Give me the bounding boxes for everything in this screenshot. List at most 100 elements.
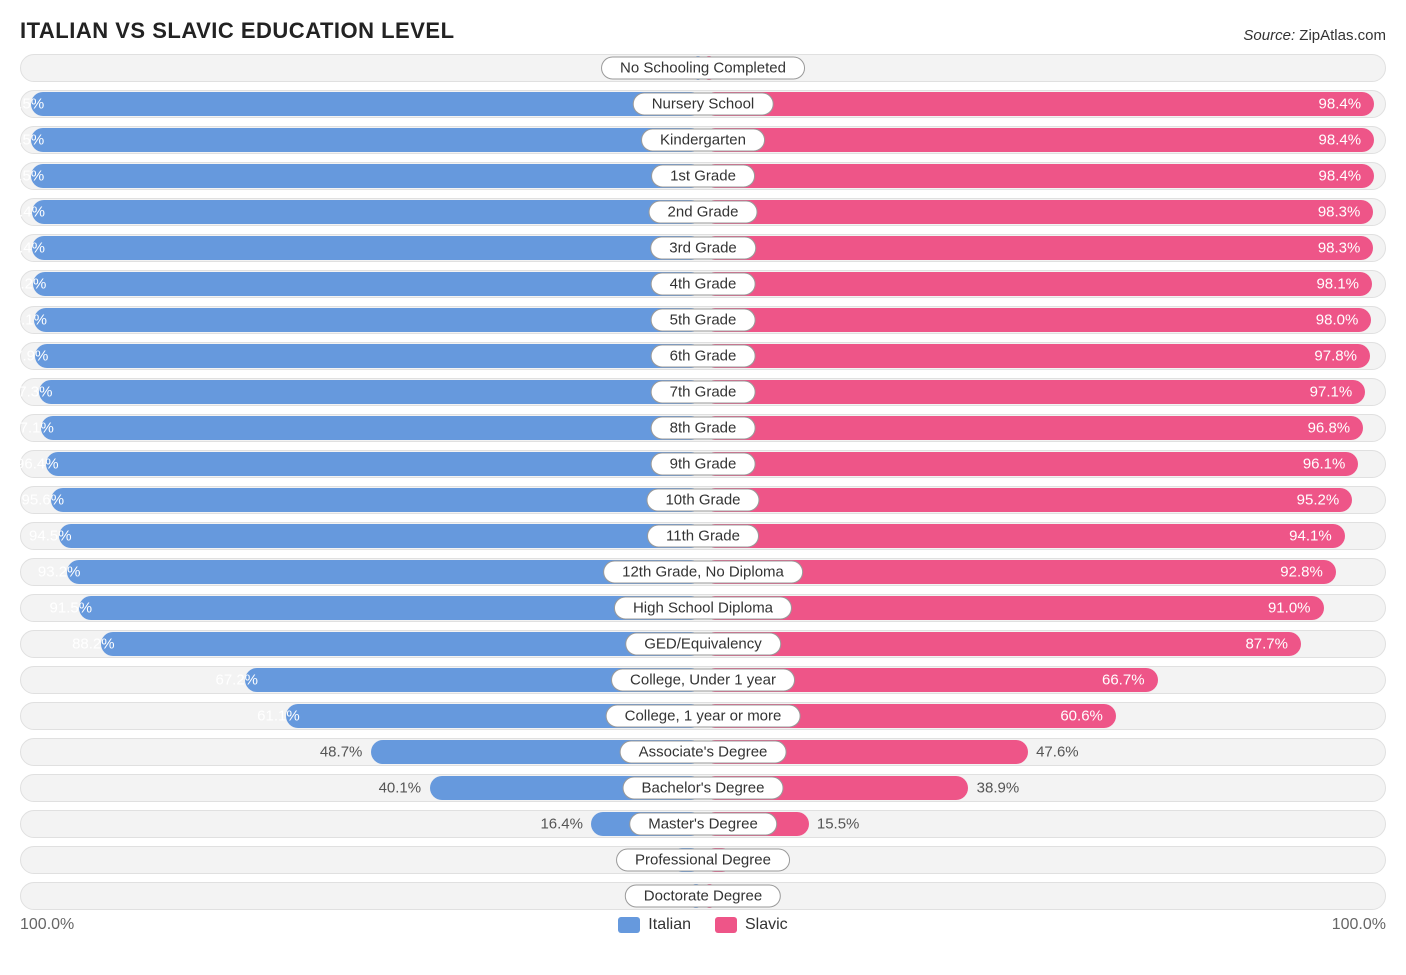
chart-row: 67.2%66.7%College, Under 1 year [20,666,1386,694]
category-label: 5th Grade [651,309,756,332]
bar-slavic [703,344,1370,368]
chart-row: 48.7%47.6%Associate's Degree [20,738,1386,766]
value-slavic: 47.6% [1036,744,1079,761]
source-value: ZipAtlas.com [1299,27,1386,44]
value-slavic: 60.6% [1060,708,1103,725]
category-label: 12th Grade, No Diploma [603,561,803,584]
chart-row: 40.1% 38.9% Bachelor's Degree [20,774,1386,802]
value-italian: 98.5% [2,168,45,185]
value-italian: 61.1% [257,708,300,725]
legend-swatch-italian [618,917,640,933]
bar-slavic [703,128,1374,152]
value-italian: 93.2% [38,564,81,581]
category-label: High School Diploma [614,597,792,620]
bar-italian [39,380,703,404]
chart-title: ITALIAN VS SLAVIC EDUCATION LEVEL [20,18,455,44]
bar-slavic [703,308,1371,332]
category-label: Nursery School [633,93,774,116]
value-slavic: 66.7% [1102,672,1145,689]
bar-italian [31,92,703,116]
value-italian: 88.2% [72,636,115,653]
category-label: 9th Grade [651,453,756,476]
value-italian: 98.4% [2,240,45,257]
value-slavic: 95.2% [1297,492,1340,509]
bar-slavic [703,236,1373,260]
chart-row: 4.8%4.5%Professional Degree [20,846,1386,874]
value-italian: 96.4% [16,456,59,473]
bar-slavic [703,272,1372,296]
value-slavic: 98.4% [1319,132,1362,149]
chart-row: 96.4%96.1%9th Grade [20,450,1386,478]
source-label: Source: [1243,27,1295,44]
bar-slavic [703,524,1345,548]
chart-row: 95.6%95.2%10th Grade [20,486,1386,514]
value-italian: 98.5% [2,132,45,149]
chart-row: 98.5%98.4%1st Grade [20,162,1386,190]
value-slavic: 98.0% [1316,312,1359,329]
category-label: 10th Grade [646,489,759,512]
chart-header: ITALIAN VS SLAVIC EDUCATION LEVEL Source… [20,18,1386,44]
value-italian: 97.1% [11,420,54,437]
value-slavic: 98.1% [1316,276,1359,293]
bar-italian [46,452,703,476]
value-italian: 97.3% [10,384,53,401]
chart-row: 97.3%97.1%7th Grade [20,378,1386,406]
category-label: Doctorate Degree [625,885,781,908]
value-italian: 48.7% [320,744,363,761]
chart-row: 98.4%98.3%3rd Grade [20,234,1386,262]
bar-slavic [703,632,1301,656]
value-slavic: 15.5% [817,816,860,833]
value-italian: 40.1% [379,780,422,797]
value-slavic: 96.8% [1308,420,1351,437]
chart-row: 88.2%87.7%GED/Equivalency [20,630,1386,658]
chart-row: 2.0%1.9%Doctorate Degree [20,882,1386,910]
bar-italian [31,164,703,188]
chart-row: 97.9%97.8%6th Grade [20,342,1386,370]
bar-italian [31,128,703,152]
legend-item-slavic: Slavic [715,916,788,934]
chart-row: 98.1%98.0%5th Grade [20,306,1386,334]
category-label: 7th Grade [651,381,756,404]
bar-italian [41,416,703,440]
value-italian: 97.9% [6,348,49,365]
bar-slavic [703,596,1324,620]
bar-slavic [703,380,1365,404]
value-slavic: 96.1% [1303,456,1346,473]
value-italian: 91.5% [50,600,93,617]
bar-italian [34,308,703,332]
category-label: Bachelor's Degree [623,777,784,800]
bar-slavic [703,416,1363,440]
category-label: 11th Grade [647,525,759,548]
category-label: 2nd Grade [649,201,758,224]
chart-footer: 100.0% Italian Slavic 100.0% [20,916,1386,934]
chart-row: 91.5%91.0%High School Diploma [20,594,1386,622]
bar-slavic [703,164,1374,188]
chart-row: 97.1%96.8%8th Grade [20,414,1386,442]
value-italian: 67.2% [215,672,258,689]
value-slavic: 97.8% [1314,348,1357,365]
legend-item-italian: Italian [618,916,691,934]
category-label: 4th Grade [651,273,756,296]
chart-row: 98.4%98.3%2nd Grade [20,198,1386,226]
value-italian: 98.2% [4,276,47,293]
value-slavic: 38.9% [977,780,1020,797]
category-label: 8th Grade [651,417,756,440]
category-label: Professional Degree [616,849,790,872]
bar-slavic [703,452,1358,476]
chart-row: 98.5%98.4%Nursery School [20,90,1386,118]
bar-italian [32,200,703,224]
bar-slavic [703,488,1352,512]
value-slavic: 97.1% [1310,384,1353,401]
legend-label-italian: Italian [648,916,691,934]
category-label: College, 1 year or more [606,705,801,728]
value-slavic: 98.3% [1318,240,1361,257]
chart-row: 16.4%15.5%Master's Degree [20,810,1386,838]
value-italian: 94.5% [29,528,72,545]
chart-source: Source: ZipAtlas.com [1243,27,1386,44]
value-italian: 98.4% [2,204,45,221]
category-label: No Schooling Completed [601,57,805,80]
chart-row: 1.5%1.7%No Schooling Completed [20,54,1386,82]
bar-italian [51,488,703,512]
axis-right-label: 100.0% [1332,916,1386,934]
bar-slavic [703,200,1373,224]
